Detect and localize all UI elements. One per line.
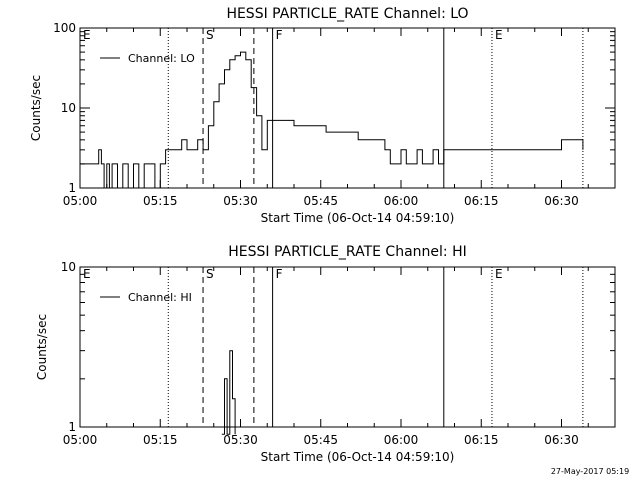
x-tick-label: 05:30 xyxy=(223,194,258,208)
legend-label: Channel: HI xyxy=(128,291,192,304)
x-tick-label: 05:00 xyxy=(63,194,98,208)
event-label: S xyxy=(206,267,214,281)
event-label: E xyxy=(83,28,91,42)
y-tick-label: 10 xyxy=(61,260,76,274)
panel-hi: HESSI PARTICLE_RATE Channel: HI 05:00 05:1… xyxy=(35,244,616,464)
y-tick-label: 10 xyxy=(61,101,76,115)
x-tick-label: 05:45 xyxy=(303,433,338,447)
series-line xyxy=(221,350,236,435)
x-tick-label: 06:00 xyxy=(384,194,419,208)
chart-title: HESSI PARTICLE_RATE Channel: HI xyxy=(228,244,466,260)
x-tick-label: 05:45 xyxy=(303,194,338,208)
event-label: E xyxy=(495,28,503,42)
x-tick-label: 06:30 xyxy=(544,433,579,447)
x-tick-label: 05:15 xyxy=(143,433,178,447)
y-axis-label: Counts/sec xyxy=(35,314,49,380)
x-tick-label: 05:00 xyxy=(63,433,98,447)
event-label: F xyxy=(276,28,283,42)
x-tick-label: 06:30 xyxy=(544,194,579,208)
y-axis-label: Counts/sec xyxy=(29,75,43,141)
panel-lo: HESSI PARTICLE_RATE Channel: LO 05:00 05:1… xyxy=(29,6,616,225)
event-label: E xyxy=(83,267,91,281)
event-label: F xyxy=(276,267,283,281)
y-tick-label: 1 xyxy=(68,420,76,434)
chart-title: HESSI PARTICLE_RATE Channel: LO xyxy=(226,6,468,22)
event-label: S xyxy=(206,28,214,42)
x-tick-label: 06:15 xyxy=(464,433,499,447)
x-tick-label: 06:15 xyxy=(464,194,499,208)
x-tick-label: 05:30 xyxy=(223,433,258,447)
x-axis-label: Start Time (06-Oct-14 04:59:10) xyxy=(261,450,455,464)
y-tick-label: 100 xyxy=(53,21,76,35)
x-tick-label: 06:00 xyxy=(384,433,419,447)
x-axis-label: Start Time (06-Oct-14 04:59:10) xyxy=(261,211,455,225)
y-tick-label: 1 xyxy=(68,181,76,195)
timestamp: 27-May-2017 05:19 xyxy=(551,467,629,476)
legend-label: Channel: LO xyxy=(128,52,195,65)
event-label: E xyxy=(495,267,503,281)
x-tick-label: 05:15 xyxy=(143,194,178,208)
series-line xyxy=(80,51,584,189)
